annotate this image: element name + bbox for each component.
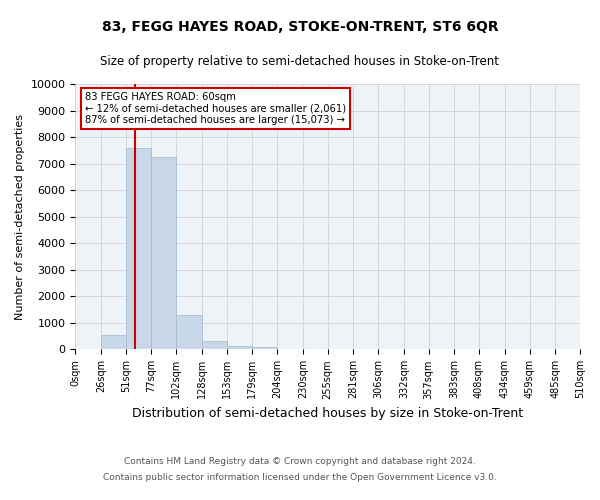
Bar	[151, 157, 176, 350]
Bar	[227, 346, 253, 350]
Bar	[202, 342, 227, 349]
Text: Contains public sector information licensed under the Open Government Licence v3: Contains public sector information licen…	[103, 472, 497, 482]
Bar	[126, 148, 151, 350]
Bar	[176, 315, 202, 350]
Y-axis label: Number of semi-detached properties: Number of semi-detached properties	[15, 114, 25, 320]
Bar	[253, 347, 277, 350]
Bar	[101, 335, 126, 349]
Text: 83, FEGG HAYES ROAD, STOKE-ON-TRENT, ST6 6QR: 83, FEGG HAYES ROAD, STOKE-ON-TRENT, ST6…	[101, 20, 499, 34]
Text: 83 FEGG HAYES ROAD: 60sqm
← 12% of semi-detached houses are smaller (2,061)
87% : 83 FEGG HAYES ROAD: 60sqm ← 12% of semi-…	[85, 92, 346, 125]
X-axis label: Distribution of semi-detached houses by size in Stoke-on-Trent: Distribution of semi-detached houses by …	[132, 407, 523, 420]
Text: Size of property relative to semi-detached houses in Stoke-on-Trent: Size of property relative to semi-detach…	[101, 55, 499, 68]
Text: Contains HM Land Registry data © Crown copyright and database right 2024.: Contains HM Land Registry data © Crown c…	[124, 458, 476, 466]
